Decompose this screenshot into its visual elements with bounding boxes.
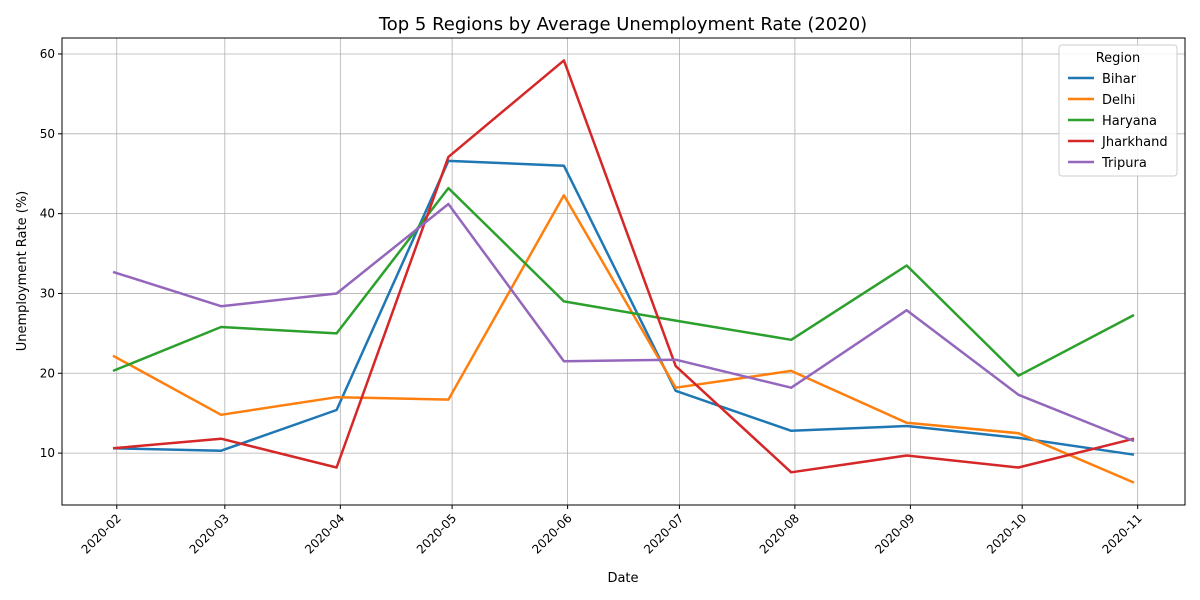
x-axis-label: Date: [607, 571, 638, 586]
x-tick-label: 2020-09: [872, 511, 917, 556]
series-line-haryana: [112, 186, 1135, 377]
series-line-tripura: [112, 202, 1135, 443]
y-tick-label: 60: [40, 47, 55, 61]
legend: Region Bihar Delhi Haryana Jharkhand Tripura: [1058, 44, 1178, 177]
grid: [62, 38, 1185, 505]
y-axis-ticks: 10 20 30 40 50 60: [40, 47, 62, 460]
legend-label-bihar: Bihar: [1102, 72, 1137, 87]
x-tick-label: 2020-11: [1099, 511, 1144, 556]
series-line-jharkhand: [112, 59, 1135, 474]
x-tick-label: 2020-04: [302, 511, 347, 556]
legend-label-jharkhand: Jharkhand: [1101, 135, 1168, 150]
x-tick-label: 2020-05: [414, 511, 459, 556]
y-tick-label: 30: [40, 286, 55, 300]
x-axis-ticks: 2020-02 2020-03 2020-04 2020-05 2020-06 2020-…: [79, 505, 1145, 557]
series-line-delhi: [112, 194, 1135, 484]
x-tick-label: 2020-10: [984, 511, 1029, 556]
series-lines: [112, 59, 1135, 484]
legend-label-tripura: Tripura: [1101, 156, 1147, 171]
plot-frame: [61, 37, 1186, 506]
y-tick-label: 40: [40, 207, 55, 221]
legend-title: Region: [1096, 51, 1141, 66]
series-line-bihar: [112, 159, 1135, 456]
y-tick-label: 20: [40, 366, 55, 380]
y-tick-label: 50: [40, 127, 55, 141]
x-tick-label: 2020-08: [757, 511, 802, 556]
x-tick-label: 2020-02: [79, 511, 124, 556]
x-tick-label: 2020-06: [529, 511, 574, 556]
x-tick-label: 2020-07: [641, 511, 686, 556]
legend-label-haryana: Haryana: [1102, 114, 1157, 129]
y-tick-label: 10: [40, 446, 55, 460]
legend-label-delhi: Delhi: [1102, 93, 1135, 108]
chart-title: Top 5 Regions by Average Unemployment Ra…: [378, 14, 867, 35]
x-tick-label: 2020-03: [187, 511, 232, 556]
y-axis-label: Unemployment Rate (%): [15, 191, 30, 352]
